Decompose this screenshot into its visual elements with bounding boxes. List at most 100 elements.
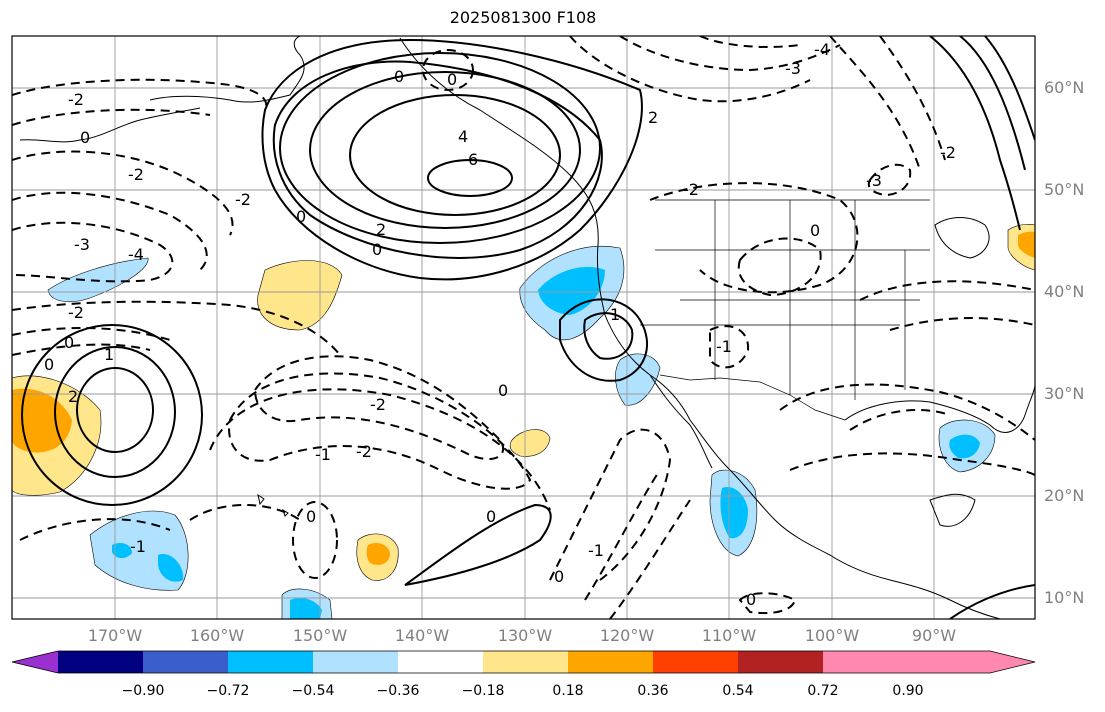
contour-southeast [949, 584, 1035, 619]
contour-label-m2: -2 [128, 165, 144, 184]
contour-label-1: 1 [610, 305, 620, 324]
great-lakes [934, 217, 990, 259]
contour-label-m2: -2 [68, 90, 84, 109]
contour-label-0: 0 [80, 128, 90, 147]
contour-low-west [54, 346, 176, 478]
contour-high [272, 60, 603, 259]
strong-negative-anomaly-region [158, 554, 184, 582]
contour-high [279, 52, 601, 244]
contour-label-m2: -2 [356, 442, 372, 461]
colorbar-tick-label: 0.90 [892, 683, 924, 699]
contour-negative-north [422, 49, 474, 91]
dashed-contours [12, 36, 1035, 619]
contour-label-m3: -3 [74, 235, 90, 254]
contour-negative [12, 191, 208, 271]
contour-label-0: 0 [498, 381, 508, 400]
contour-label-m3: -3 [866, 171, 882, 190]
contour-label-0: 0 [372, 240, 382, 259]
contour-negative [12, 343, 151, 356]
lon-label-160w: 160°W [189, 626, 245, 645]
contour-coastal-low [583, 312, 634, 360]
contour-label-m2: -2 [683, 180, 699, 199]
contour-label-0: 0 [306, 507, 316, 526]
lon-label-170w: 170°W [87, 626, 143, 645]
contour-label-0: 0 [296, 207, 306, 226]
colorbar-tick-label: 0.36 [637, 683, 669, 699]
yucatan-coast [929, 493, 976, 527]
contour-label-m1: -1 [716, 337, 732, 356]
contour-east [959, 36, 1026, 171]
colorbar-tick-label: −0.72 [206, 683, 250, 699]
aleutian-islands [19, 107, 201, 143]
lon-label-90w: 90°W [911, 626, 957, 645]
positive-anomaly-region [257, 260, 343, 331]
contour-negative-north [569, 36, 811, 103]
contour-labels: 6 4 2 0 0 2 -2 0 0 -3 -4 -2 0 -2 -2 -3 -… [44, 40, 956, 609]
map-title: 2025081300 F108 [449, 8, 597, 27]
contour-label-0: 0 [394, 67, 404, 86]
contour-label-0: 0 [810, 221, 820, 240]
contour-zero [261, 38, 643, 281]
contour-label-m1: -1 [588, 541, 604, 560]
strong-positive-anomaly-region [366, 543, 390, 565]
coastlines [19, 36, 1035, 619]
strong-negative-anomaly-region [112, 542, 132, 559]
contour-negative-north [879, 36, 946, 161]
contour-east [929, 36, 1021, 231]
contour-negative [12, 221, 174, 283]
contour-label-m2: -2 [370, 395, 386, 414]
map-background [12, 36, 1035, 619]
contour-label-m4: -4 [814, 40, 830, 59]
lon-label-110w: 110°W [701, 626, 757, 645]
contour-low-west [21, 324, 203, 506]
alaska-coast [149, 36, 305, 103]
solid-contours [21, 36, 1035, 619]
contour-negative-small [738, 592, 797, 615]
colorbar-tick-label: 0.18 [552, 683, 584, 699]
north-america-west-coast [399, 37, 1001, 619]
colorbar-tick-label: −0.54 [291, 683, 335, 699]
contour-high [349, 94, 561, 216]
contour-zero-south [404, 503, 552, 586]
contour-label-0: 0 [486, 507, 496, 526]
contour-label-m2: -2 [235, 190, 251, 209]
lon-label-130w: 130°W [497, 626, 553, 645]
colorbar-tick-label: 0.72 [807, 683, 839, 699]
contour-label-1: 1 [104, 345, 114, 364]
lon-label-120w: 120°W [599, 626, 655, 645]
strong-negative-anomaly-region [949, 434, 980, 459]
contour-negative-east [889, 317, 1035, 331]
strong-positive-anomaly-region [12, 388, 72, 453]
contour-negative-north [619, 36, 841, 72]
contour-east [984, 36, 1035, 141]
contour-label-m1: -1 [315, 445, 331, 464]
contour-trough [209, 388, 551, 511]
lat-label-50n: 50°N [1044, 180, 1085, 199]
lon-label-100w: 100°W [804, 626, 860, 645]
contour-negative [609, 499, 691, 619]
contour-negative [584, 469, 661, 601]
contour-label-m2: -2 [68, 303, 84, 322]
contour-negative [12, 108, 211, 126]
political-borders [640, 199, 930, 421]
contour-coastal-low [559, 298, 649, 382]
colorbar-tick-label: 0.54 [722, 683, 754, 699]
contour-negative-east [709, 325, 750, 369]
contour-label-2: 2 [376, 220, 386, 239]
contour-label-6: 6 [468, 150, 478, 169]
contour-negative-east [789, 452, 1035, 476]
contour-label-0: 0 [746, 590, 756, 609]
contour-negative-east [867, 163, 912, 197]
contour-negative-small [292, 501, 338, 579]
contour-label-m0: 0 [64, 333, 74, 352]
colorbar-tick-label: −0.36 [376, 683, 420, 699]
contour-label-0: 0 [554, 567, 564, 586]
gulf-of-mexico-coast [844, 384, 1035, 433]
contour-label-0: 0 [447, 70, 457, 89]
contour-label-m4: -4 [128, 245, 144, 264]
colorbar-tick-label: −0.18 [461, 683, 505, 699]
contour-negative-north [829, 36, 921, 171]
colorbar-tick-label: −0.90 [121, 683, 165, 699]
lon-label-150w: 150°W [292, 626, 348, 645]
contour-negative [12, 300, 341, 356]
